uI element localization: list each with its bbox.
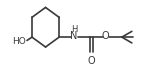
Text: H: H <box>71 25 77 34</box>
Text: N: N <box>70 31 78 41</box>
Text: O: O <box>102 31 109 41</box>
Text: HO: HO <box>12 37 26 46</box>
Text: O: O <box>88 56 95 66</box>
